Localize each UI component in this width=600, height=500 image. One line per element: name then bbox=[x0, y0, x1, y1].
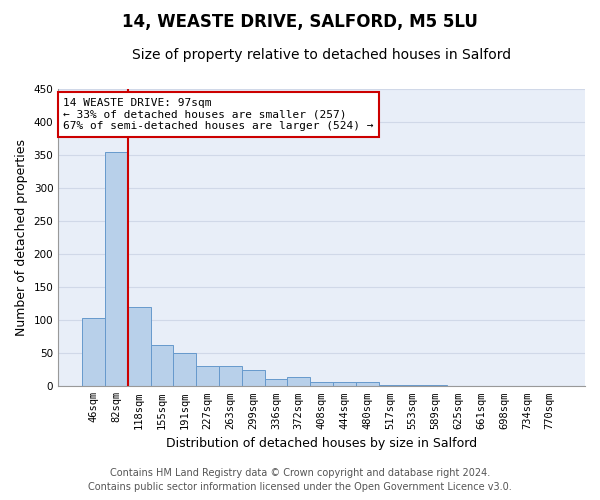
Bar bbox=[242, 370, 265, 386]
Bar bbox=[196, 366, 219, 386]
Bar bbox=[173, 354, 196, 386]
Bar bbox=[287, 377, 310, 386]
Text: Contains HM Land Registry data © Crown copyright and database right 2024.
Contai: Contains HM Land Registry data © Crown c… bbox=[88, 468, 512, 492]
Bar bbox=[379, 385, 401, 386]
Bar bbox=[401, 385, 424, 386]
Bar bbox=[128, 307, 151, 386]
Text: 14, WEASTE DRIVE, SALFORD, M5 5LU: 14, WEASTE DRIVE, SALFORD, M5 5LU bbox=[122, 12, 478, 30]
Text: 14 WEASTE DRIVE: 97sqm
← 33% of detached houses are smaller (257)
67% of semi-de: 14 WEASTE DRIVE: 97sqm ← 33% of detached… bbox=[64, 98, 374, 131]
Bar bbox=[424, 385, 447, 386]
X-axis label: Distribution of detached houses by size in Salford: Distribution of detached houses by size … bbox=[166, 437, 477, 450]
Bar bbox=[105, 152, 128, 386]
Bar bbox=[219, 366, 242, 386]
Bar bbox=[310, 382, 333, 386]
Bar bbox=[356, 382, 379, 386]
Y-axis label: Number of detached properties: Number of detached properties bbox=[15, 139, 28, 336]
Bar bbox=[151, 346, 173, 387]
Bar bbox=[265, 379, 287, 386]
Title: Size of property relative to detached houses in Salford: Size of property relative to detached ho… bbox=[132, 48, 511, 62]
Bar bbox=[82, 318, 105, 386]
Bar bbox=[333, 382, 356, 386]
